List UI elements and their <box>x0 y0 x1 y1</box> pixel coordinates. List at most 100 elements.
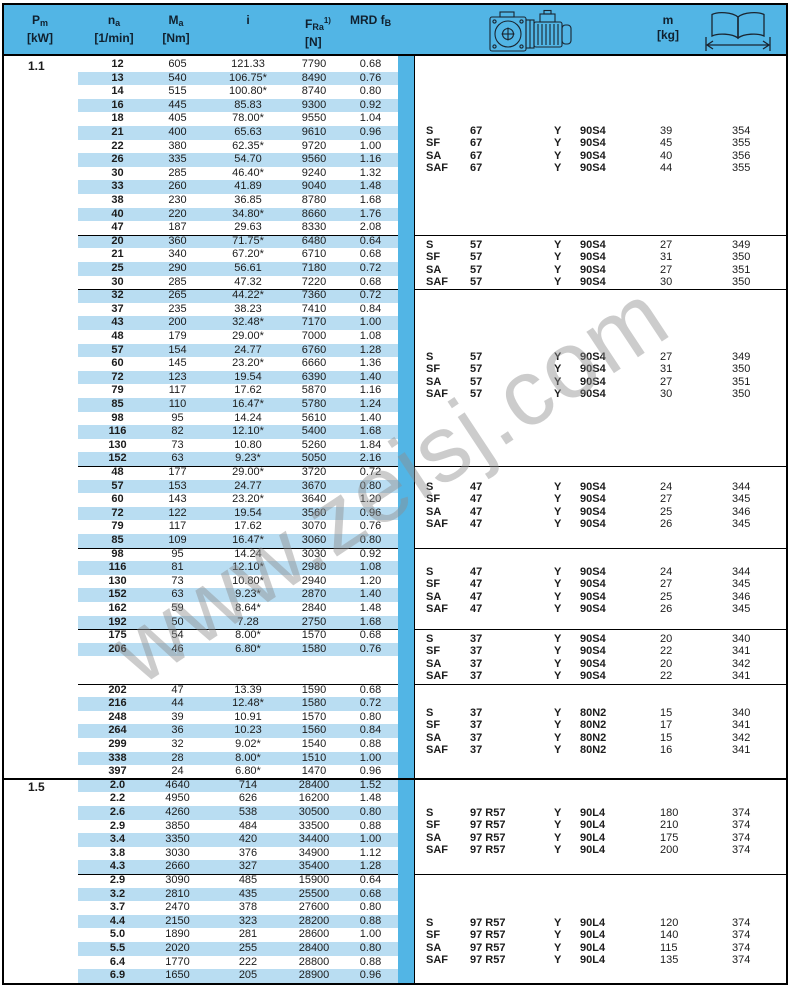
ma-cell: 177 <box>168 466 187 478</box>
gear-size-cell: 57 <box>470 351 483 363</box>
na-cell: 79 <box>111 384 124 397</box>
mrd-cell: 0.96 <box>359 126 382 138</box>
motor-row: SA 97 R57 Y 90L4 115 374 <box>426 942 782 954</box>
ma-symbol: M <box>168 13 179 27</box>
i-cell: 420 <box>238 833 258 846</box>
header-col-pm: Pm [kW] <box>10 13 70 46</box>
table-row: 264 36 10.23 1560 0.84 <box>78 724 398 738</box>
gear-size-cell: 47 <box>470 566 483 578</box>
na-cell: 38 <box>111 194 124 206</box>
table-row: 47 187 29.63 8330 2.08 <box>78 221 398 235</box>
i-cell: 9.02* <box>235 738 261 750</box>
mass-cell: 26 <box>660 602 673 615</box>
ma-cell: 32 <box>171 738 184 750</box>
page-ref-cell: 374 <box>732 843 751 856</box>
mount-variant-cell: S <box>426 566 434 578</box>
mass-cell: 180 <box>660 807 679 819</box>
motor-type-cell: 90S4 <box>580 351 606 363</box>
ma-cell: 28 <box>171 751 184 764</box>
motor-row: SA 47 Y 90S4 25 346 <box>426 506 782 518</box>
mass-cell: 22 <box>660 645 673 658</box>
motor-group: S 97 R57 Y 90L4 120 374 SF 97 R57 Y 90L4… <box>426 917 782 966</box>
mrd-cell: 0.68 <box>359 58 382 70</box>
na-cell: 25 <box>111 262 124 274</box>
na-cell: 299 <box>108 738 127 750</box>
gear-size-cell: 37 <box>470 657 483 670</box>
mrd-cell: 0.68 <box>359 887 382 900</box>
ma-cell: 515 <box>168 85 187 98</box>
i-cell: 56.61 <box>234 262 262 274</box>
na-cell: 22 <box>111 139 124 152</box>
ma-cell: 95 <box>171 547 184 560</box>
mount-variant-cell: SA <box>426 375 442 388</box>
mrd-cell: 1.48 <box>359 602 382 614</box>
block-divider-line <box>78 629 398 631</box>
motor-type-cell: 90S4 <box>580 505 606 518</box>
mrd-cell: 0.80 <box>359 806 382 818</box>
ma-cell: 117 <box>168 520 187 533</box>
page-ref-cell: 350 <box>732 387 751 400</box>
fra-cell: 2870 <box>301 588 327 601</box>
motor-row: SF 47 Y 90S4 27 345 <box>426 578 782 590</box>
mount-variant-cell: SAF <box>426 517 448 530</box>
ma-cell: 109 <box>168 534 187 546</box>
mass-cell: 15 <box>660 707 673 719</box>
page-ref-cell: 349 <box>732 351 751 363</box>
table-row: 116 81 12.10* 2980 1.08 <box>78 561 398 575</box>
motor-type-cell: 90L4 <box>580 807 606 819</box>
i-cell: 36.85 <box>234 194 262 206</box>
i-symbol: i <box>246 13 250 27</box>
block-divider-line <box>78 547 398 549</box>
table-row: 79 117 17.62 5870 1.16 <box>78 384 398 398</box>
i-cell: 10.80* <box>232 574 264 587</box>
ma-cell: 360 <box>168 234 187 247</box>
table-row: 60 143 23.20* 3640 1.20 <box>78 493 398 507</box>
mrd-cell: 1.04 <box>359 112 382 125</box>
mass-cell: 31 <box>660 251 673 264</box>
ma-cell: 81 <box>171 561 184 574</box>
mount-variant-cell: S <box>426 125 434 137</box>
motor-row: S 57 Y 90S4 27 349 <box>426 239 782 251</box>
mrd-cell: 0.80 <box>359 710 382 723</box>
table-row: 338 28 8.00* 1510 1.00 <box>78 751 398 766</box>
table-row: 216 44 12.48* 1580 0.72 <box>78 697 398 711</box>
ma-cell: 2020 <box>165 942 190 954</box>
motor-group: S 67 Y 90S4 39 354 SF 67 Y 90S4 45 355 S… <box>426 125 782 174</box>
motor-series-cell: Y <box>554 481 562 493</box>
gear-size-cell: 97 R57 <box>470 953 506 966</box>
i-cell: 10.80 <box>234 438 262 451</box>
mrd-cell: 0.76 <box>359 71 382 84</box>
na-cell: 5.5 <box>109 942 126 954</box>
table-row: 2.2 4950 626 16200 1.48 <box>78 792 398 806</box>
block-divider-line <box>78 466 398 467</box>
mount-variant-cell: SA <box>426 149 442 162</box>
block-divider-line <box>78 874 398 875</box>
mrd-cell: 0.80 <box>359 85 382 98</box>
motor-row: SA 67 Y 90S4 40 356 <box>426 150 782 162</box>
na-cell: 12 <box>111 58 124 70</box>
fra-cell: 8740 <box>301 85 327 98</box>
motor-type-cell: 90S4 <box>580 578 606 591</box>
mrd-symbol: MRD f <box>350 13 385 27</box>
page-ref-cell: 345 <box>732 493 751 506</box>
motor-row: SAF 37 Y 80N2 16 341 <box>426 744 782 756</box>
page-ref-cell: 345 <box>732 517 751 530</box>
motor-series-cell: Y <box>554 578 562 591</box>
fra-cell: 33500 <box>298 819 330 832</box>
table-row: 175 54 8.00* 1570 0.68 <box>78 629 398 643</box>
fra-cell: 28400 <box>298 778 330 791</box>
motor-type-cell: 90L4 <box>580 917 606 929</box>
mount-variant-cell: SA <box>426 941 442 954</box>
header-col-na: na [1/min] <box>84 13 144 46</box>
table-row: 3.2 2810 435 25500 0.68 <box>78 887 398 902</box>
i-cell: 14.24 <box>234 547 262 560</box>
motor-type-cell: 90L4 <box>580 843 606 856</box>
ma-cell: 44 <box>171 697 184 710</box>
ma-cell: 24 <box>171 765 184 778</box>
i-cell: 16.47* <box>232 398 264 410</box>
mount-variant-cell: S <box>426 707 434 719</box>
na-cell: 216 <box>108 697 127 710</box>
header-col-fra: FRa1) [N] <box>305 13 331 50</box>
ma-cell: 73 <box>171 438 184 451</box>
